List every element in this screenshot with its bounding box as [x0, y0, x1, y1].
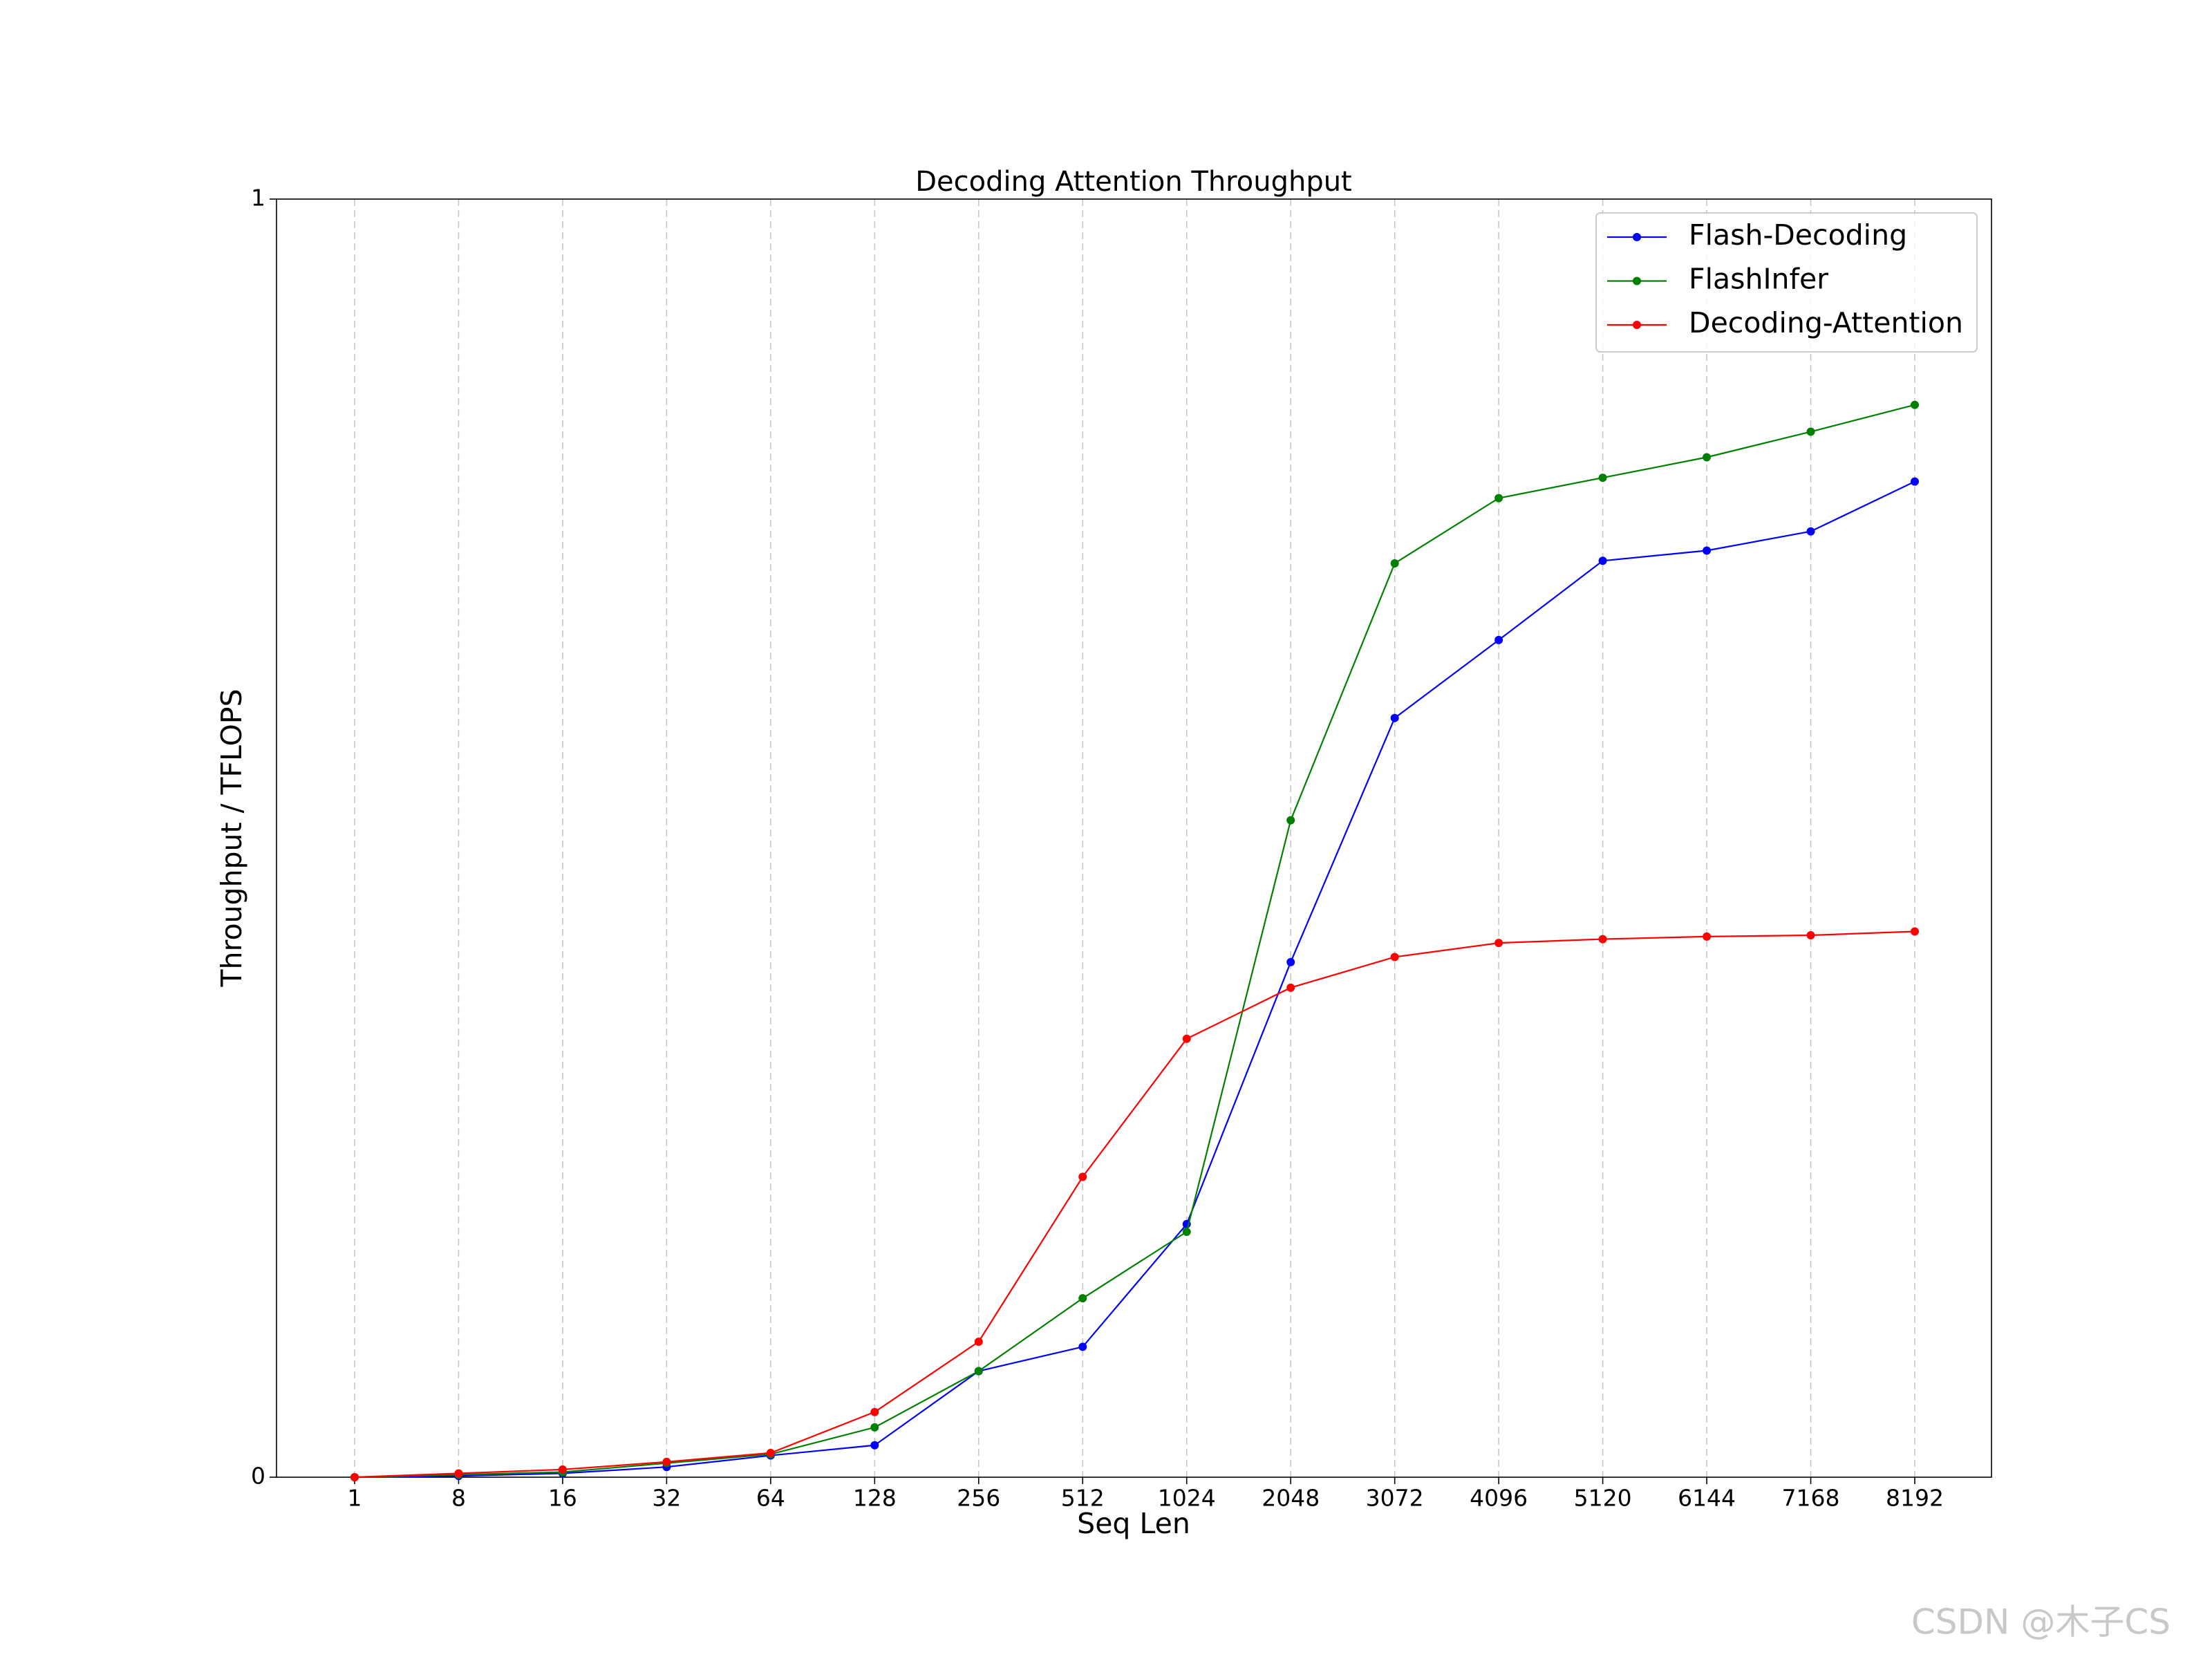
series-line — [354, 930, 1915, 1479]
series-line — [354, 404, 1915, 1479]
data-point — [558, 1465, 567, 1474]
x-tick-label: 128 — [853, 1485, 897, 1512]
y-tick-label: 0 — [251, 1463, 265, 1490]
y-tick-label: 1 — [251, 185, 265, 212]
data-point — [1598, 935, 1607, 944]
data-point — [870, 1423, 879, 1432]
data-point — [1286, 983, 1295, 992]
x-tick-label: 1 — [348, 1485, 362, 1512]
x-tick-label: 16 — [548, 1485, 577, 1512]
legend-marker — [1633, 276, 1641, 285]
legend-box — [1595, 212, 1978, 353]
legend-marker — [1633, 321, 1641, 329]
data-point — [766, 1448, 775, 1457]
x-axis-label: Seq Len — [1077, 1507, 1190, 1540]
x-tick-label: 3072 — [1366, 1485, 1424, 1512]
data-point — [1494, 939, 1503, 948]
legend-marker — [1633, 233, 1641, 241]
data-point — [870, 1407, 879, 1416]
legend-label: Decoding-Attention — [1689, 306, 1963, 339]
data-point — [1078, 1172, 1087, 1181]
data-point — [1598, 556, 1607, 565]
data-point — [662, 1457, 671, 1466]
data-point — [1286, 816, 1295, 825]
data-point — [1806, 931, 1815, 940]
x-tick-label: 2048 — [1262, 1485, 1320, 1512]
x-tick-label: 8192 — [1886, 1485, 1944, 1512]
x-tick-label: 6144 — [1678, 1485, 1736, 1512]
data-point — [1078, 1342, 1087, 1351]
y-axis-label: Throughput / TFLOPS — [215, 688, 248, 987]
legend-label: Flash-Decoding — [1689, 218, 1907, 252]
series-line — [354, 480, 1915, 1479]
data-point — [1911, 477, 1919, 486]
data-point — [1806, 427, 1815, 436]
data-point — [1703, 546, 1712, 555]
data-point — [1182, 1227, 1191, 1236]
data-point — [1390, 713, 1399, 722]
data-point — [1286, 957, 1295, 966]
plot-frame — [276, 198, 1992, 1478]
data-point — [1494, 494, 1503, 503]
x-tick-label: 8 — [451, 1485, 466, 1512]
data-point — [1182, 1034, 1191, 1043]
x-tick-label: 5120 — [1574, 1485, 1632, 1512]
data-point — [1806, 527, 1815, 536]
x-tick-label: 64 — [756, 1485, 785, 1512]
watermark: CSDN @木子CS — [1911, 1602, 2171, 1642]
x-tick-label: 1024 — [1158, 1485, 1216, 1512]
data-point — [1598, 474, 1607, 482]
data-point — [974, 1338, 983, 1347]
x-tick-label: 7168 — [1782, 1485, 1840, 1512]
data-point — [1703, 453, 1712, 462]
data-point — [350, 1473, 359, 1481]
data-point — [1390, 559, 1399, 568]
data-point — [1703, 932, 1712, 941]
x-tick-label: 512 — [1061, 1485, 1105, 1512]
data-point — [1911, 400, 1919, 409]
data-point — [1390, 953, 1399, 962]
data-point — [870, 1441, 879, 1450]
data-point — [1911, 927, 1919, 936]
data-point — [974, 1367, 983, 1376]
data-point — [1494, 635, 1503, 644]
legend-label: FlashInfer — [1689, 263, 1828, 296]
chart-title: Decoding Attention Throughput — [915, 166, 1352, 198]
x-tick-label: 4096 — [1470, 1485, 1528, 1512]
data-point — [454, 1469, 463, 1478]
data-point — [1078, 1294, 1087, 1303]
x-tick-label: 256 — [957, 1485, 1000, 1512]
x-tick-label: 32 — [652, 1485, 681, 1512]
